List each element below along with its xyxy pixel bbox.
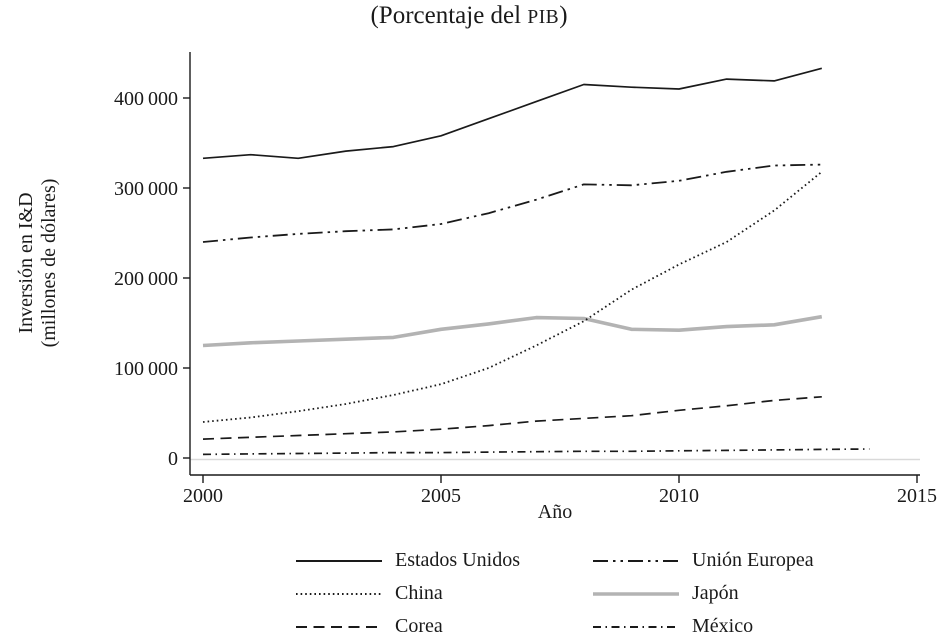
series-line-corea bbox=[202, 395, 822, 440]
x-tick-label: 2005 bbox=[421, 485, 461, 507]
legend-label-union-europea: Unión Europea bbox=[692, 549, 814, 571]
y-tick-label: 400 000 bbox=[114, 88, 178, 110]
series-line-china bbox=[202, 171, 823, 423]
y-tick-label: 100 000 bbox=[114, 358, 178, 380]
legend-line-sample-corea bbox=[296, 625, 382, 628]
chart-title: (Porcentaje del PIB) bbox=[0, 2, 938, 30]
x-tick-label: 2000 bbox=[183, 485, 223, 507]
legend-label-estados-unidos: Estados Unidos bbox=[395, 549, 520, 571]
y-tick-label: 200 000 bbox=[114, 268, 178, 290]
legend-line-sample-china bbox=[296, 592, 382, 595]
legend-line-sample-estados-unidos bbox=[296, 559, 382, 562]
chart-title-suffix: ) bbox=[559, 2, 568, 29]
chart-title-smallcaps: PIB bbox=[527, 7, 560, 28]
x-tick-label: 2015 bbox=[897, 485, 937, 507]
y-tick-label: 0 bbox=[168, 448, 178, 470]
x-tick-label: 2010 bbox=[659, 485, 699, 507]
series-line-japón bbox=[202, 314, 823, 348]
legend-line-sample-japon bbox=[593, 591, 679, 596]
legend-label-corea: Corea bbox=[395, 615, 443, 637]
chart-title-prefix: (Porcentaje del bbox=[370, 2, 528, 29]
legend-line-sample-mexico bbox=[593, 625, 679, 628]
series-line-estados-unidos bbox=[202, 67, 823, 160]
series-line-méxico bbox=[202, 448, 870, 456]
y-tick-label: 300 000 bbox=[114, 178, 178, 200]
series-line-unión-europea bbox=[202, 163, 822, 243]
x-axis-title: Año bbox=[537, 501, 573, 523]
legend-label-mexico: México bbox=[692, 615, 754, 637]
legend: Estados Unidos Unión Europea China Japón… bbox=[295, 544, 814, 637]
legend-label-china: China bbox=[395, 582, 443, 604]
legend-label-japon: Japón bbox=[692, 582, 739, 604]
legend-line-sample-union-europea bbox=[593, 559, 679, 562]
